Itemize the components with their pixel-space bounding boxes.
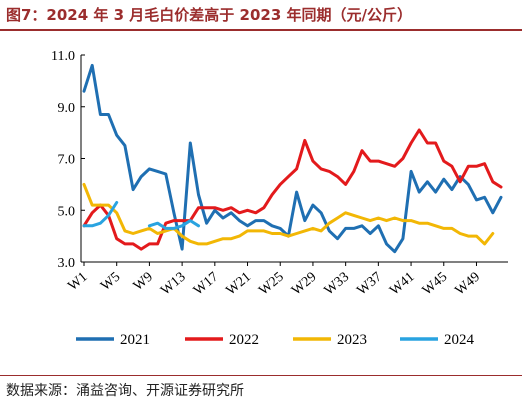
data-source-note: 数据来源：涌益咨询、开源证券研究所 xyxy=(6,383,244,399)
legend-label-2023: 2023 xyxy=(337,332,367,348)
y-tick-label: 7.0 xyxy=(58,153,76,168)
x-tick-label: W1 xyxy=(65,270,90,294)
x-tick-label: W29 xyxy=(289,270,319,299)
y-tick-label: 11.0 xyxy=(51,49,75,64)
x-tick-label: W49 xyxy=(453,270,483,299)
x-tick-label: W45 xyxy=(420,270,450,299)
legend-label-2021: 2021 xyxy=(120,332,150,348)
y-tick-label: 5.0 xyxy=(58,204,76,219)
footer-divider xyxy=(0,375,522,376)
series-layer xyxy=(82,63,503,254)
x-tick-label: W25 xyxy=(256,270,286,299)
chart-axes: 3.0 5.0 7.0 9.0 11.0 W1 W5 W9 W13 W17 W21 W25 W29 W33… xyxy=(51,49,508,299)
x-tick-label: W41 xyxy=(387,270,417,299)
y-tick-label: 3.0 xyxy=(58,256,76,271)
series-line-2021 xyxy=(82,63,503,254)
x-tick-label: W17 xyxy=(191,270,221,299)
title-divider xyxy=(0,29,522,31)
x-tick-label: W33 xyxy=(322,270,352,299)
x-tick-label: W37 xyxy=(354,270,384,299)
chart-legend: 2021 2022 2023 2024 xyxy=(76,332,475,348)
series-line-2022 xyxy=(82,128,503,251)
line-chart: 3.0 5.0 7.0 9.0 11.0 W1 W5 W9 W13 W17 W21 W25 W29 W33… xyxy=(51,49,508,348)
series-line-2023 xyxy=(82,182,495,246)
legend-label-2024: 2024 xyxy=(444,332,475,348)
x-tick-label: W5 xyxy=(98,270,123,294)
series-line-2024 xyxy=(82,201,200,230)
x-tick-label: W21 xyxy=(224,270,254,299)
legend-label-2022: 2022 xyxy=(229,332,259,348)
chart-title: 图7：2024 年 3 月毛白价差高于 2023 年同期（元/公斤） xyxy=(6,6,412,24)
x-tick-label: W13 xyxy=(158,270,188,299)
y-tick-label: 9.0 xyxy=(58,101,76,116)
x-tick-label: W9 xyxy=(131,270,156,294)
